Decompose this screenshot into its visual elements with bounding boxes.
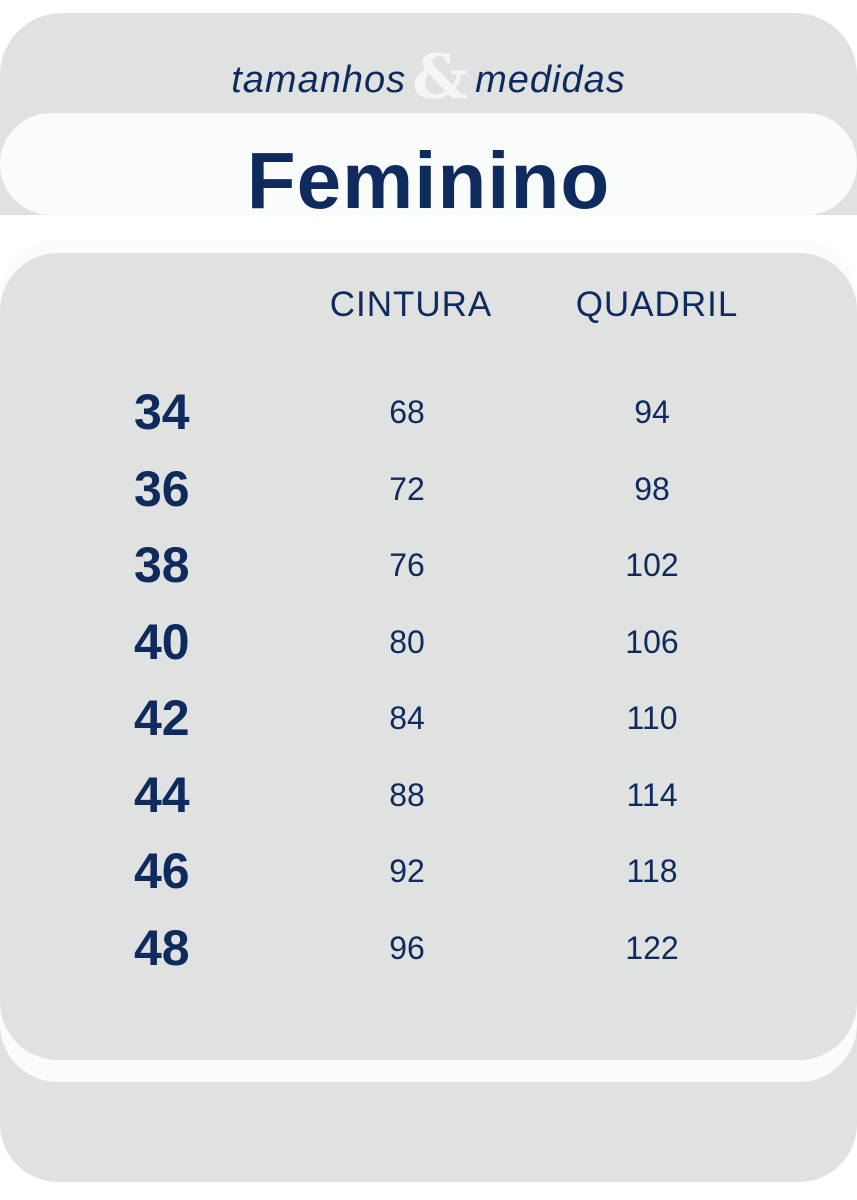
subtitle: tamanhos& medidas (0, 40, 857, 113)
table-row: 34 68 94 (0, 384, 857, 488)
column-header-quadril: QUADRIL (575, 285, 739, 324)
cintura-value: 92 (389, 853, 425, 889)
cintura-value: 96 (389, 929, 425, 966)
table-row: 42 84 110 (0, 690, 857, 794)
table-row: 36 72 98 (0, 461, 857, 565)
cintura-value: 72 (389, 470, 425, 507)
table-row: 40 80 106 (0, 614, 857, 718)
title-band (0, 113, 857, 215)
page-title: Feminino (246, 136, 611, 225)
quadril-value: 118 (626, 853, 678, 889)
quadril-value: 106 (625, 623, 679, 660)
subtitle-right: medidas (475, 59, 626, 101)
subtitle-left: tamanhos (231, 59, 407, 101)
size-label: 48 (134, 919, 190, 976)
cintura-value: 84 (389, 700, 425, 736)
quadril-value: 94 (634, 394, 670, 430)
table-row: 38 76 102 (0, 537, 857, 641)
quadril-value: 122 (625, 929, 679, 966)
quadril-value: 114 (626, 776, 678, 813)
size-label: 46 (134, 843, 190, 899)
ampersand: & (412, 40, 470, 113)
size-label: 44 (134, 766, 190, 823)
size-label: 36 (134, 460, 190, 517)
size-label: 42 (134, 690, 190, 746)
size-label: 40 (134, 613, 190, 670)
size-label: 38 (134, 537, 190, 593)
column-header-cintura: CINTURA (329, 285, 493, 324)
cintura-value: 80 (389, 623, 425, 660)
table-row: 46 92 118 (0, 843, 857, 947)
size-table-card (0, 253, 857, 1060)
quadril-value: 102 (625, 547, 679, 583)
table-row: 48 96 122 (0, 920, 857, 1024)
cintura-value: 76 (389, 547, 425, 583)
cintura-value: 88 (389, 776, 425, 813)
quadril-value: 110 (626, 700, 678, 736)
cintura-value: 68 (389, 394, 425, 430)
quadril-value: 98 (634, 470, 670, 507)
size-label: 34 (134, 384, 190, 440)
table-row: 44 88 114 (0, 767, 857, 871)
